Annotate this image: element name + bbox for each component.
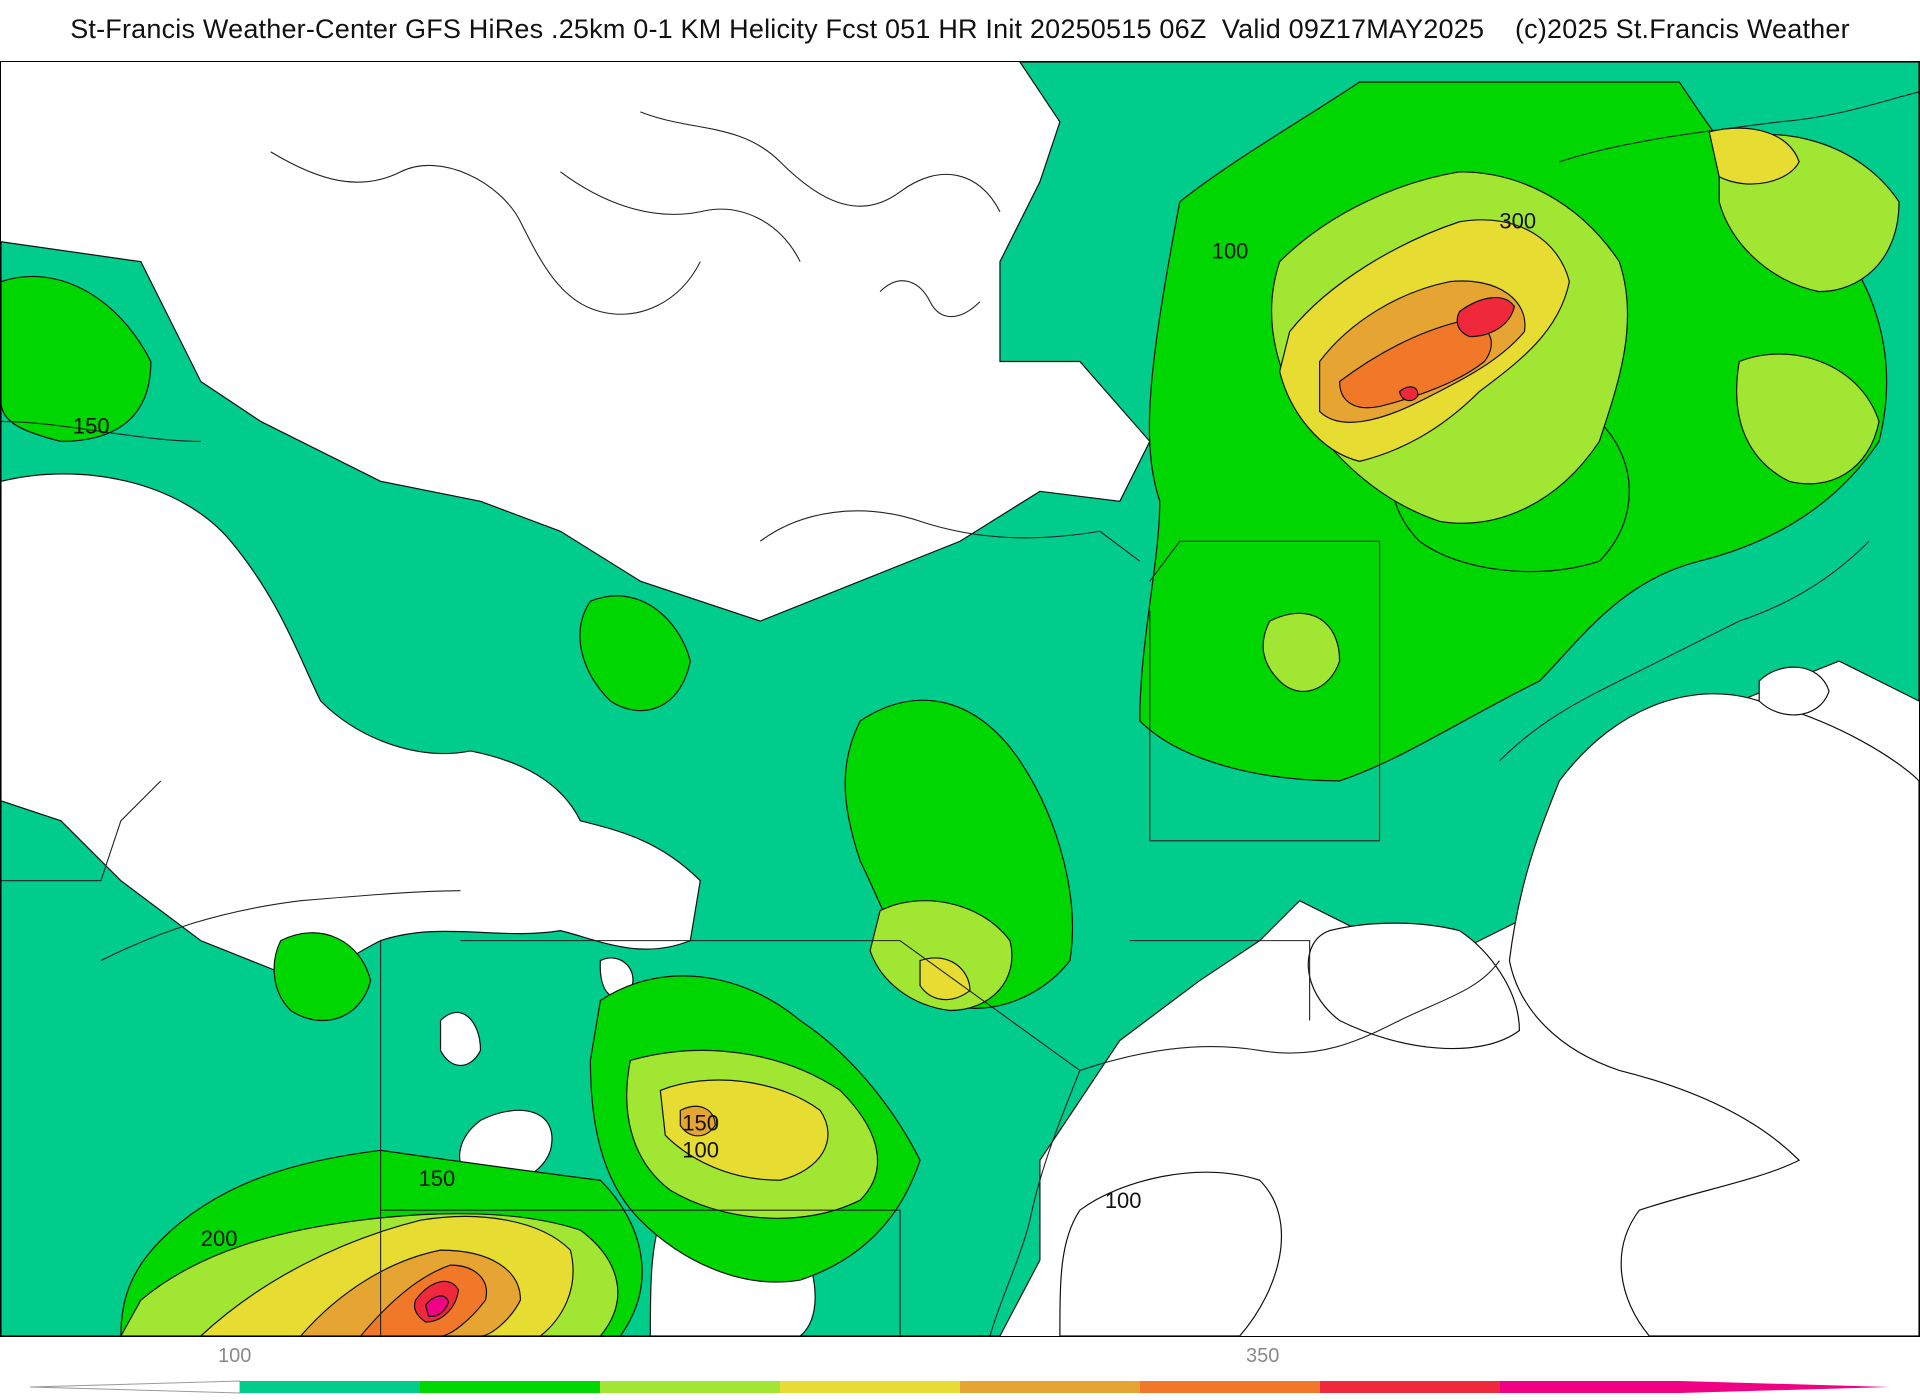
scale-label-350: 350 bbox=[1246, 1345, 1280, 1367]
contour-label-300-northeast: 300 bbox=[1499, 209, 1536, 234]
scale-segment bbox=[1500, 1381, 1681, 1393]
contour-label-150-central: 150 bbox=[682, 1110, 719, 1135]
scale-arrow-right bbox=[1680, 1381, 1890, 1393]
political-boundaries bbox=[1, 91, 1919, 1336]
scale-segment bbox=[240, 1381, 421, 1393]
contour-labels: 100 150 200 300 150 100 150 100 bbox=[73, 209, 1536, 1251]
color-scale-bar bbox=[30, 1380, 1890, 1394]
contour-label-100-central: 100 bbox=[682, 1137, 719, 1162]
helicity-map[interactable]: 100 150 200 300 150 100 150 100 bbox=[0, 61, 1920, 1337]
contour-label-200-southwest: 200 bbox=[201, 1226, 238, 1251]
helicity-shading-400 bbox=[413, 297, 1516, 1323]
helicity-shading-450 bbox=[424, 1295, 450, 1318]
scale-segment bbox=[960, 1381, 1141, 1393]
scale-label-100: 100 bbox=[218, 1345, 252, 1367]
scale-arrow-left bbox=[30, 1380, 241, 1394]
scale-segment bbox=[780, 1381, 961, 1393]
scale-segment bbox=[1320, 1381, 1501, 1393]
contour-label-100-east: 100 bbox=[1105, 1188, 1142, 1213]
contour-label-150-south: 150 bbox=[419, 1166, 456, 1191]
scale-segment bbox=[420, 1381, 601, 1393]
scale-segment bbox=[600, 1381, 781, 1393]
map-title: St-Francis Weather-Center GFS HiRes .25k… bbox=[70, 14, 1850, 44]
scale-segment bbox=[1140, 1381, 1321, 1393]
contour-label-150-west: 150 bbox=[73, 413, 110, 438]
contour-label-100-north: 100 bbox=[1212, 239, 1249, 264]
